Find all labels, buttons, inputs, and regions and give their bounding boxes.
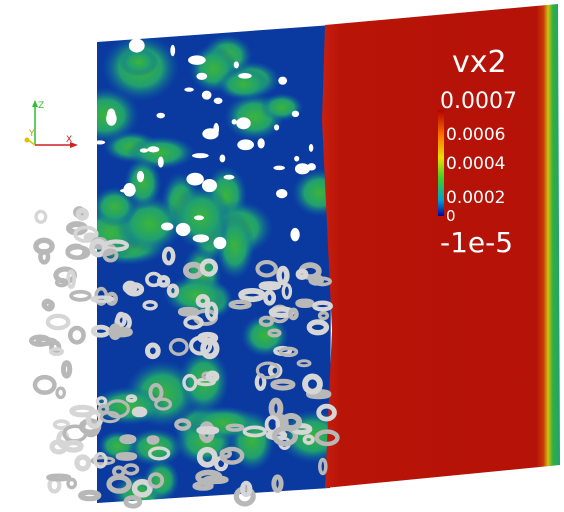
hole bbox=[234, 61, 239, 68]
legend-label: 0.0002 bbox=[446, 188, 505, 208]
grain bbox=[149, 438, 157, 442]
grain bbox=[71, 292, 90, 300]
grain bbox=[35, 377, 54, 392]
grain bbox=[63, 363, 69, 376]
hole bbox=[129, 39, 145, 53]
grain bbox=[70, 328, 83, 342]
hole bbox=[161, 223, 173, 231]
hole bbox=[273, 166, 285, 171]
hole bbox=[295, 163, 310, 174]
grain bbox=[48, 316, 68, 328]
grain bbox=[122, 437, 134, 441]
green-patch bbox=[72, 87, 139, 143]
grain bbox=[36, 211, 46, 222]
hole bbox=[237, 139, 254, 150]
hole bbox=[123, 183, 135, 197]
grain bbox=[261, 284, 278, 288]
hole bbox=[214, 98, 223, 104]
hole bbox=[147, 146, 159, 152]
x-label: X bbox=[66, 135, 72, 145]
legend-title: vx2 bbox=[452, 45, 507, 80]
hole bbox=[202, 91, 212, 100]
legend-label: -1e-5 bbox=[440, 226, 513, 259]
hole bbox=[309, 144, 313, 152]
hole bbox=[156, 113, 164, 119]
hole bbox=[193, 234, 209, 242]
hole bbox=[224, 175, 235, 180]
hole bbox=[188, 55, 206, 65]
hole bbox=[194, 215, 204, 220]
hole bbox=[258, 138, 265, 148]
green-patch bbox=[178, 349, 229, 414]
grain bbox=[77, 457, 89, 469]
hole bbox=[202, 179, 217, 192]
hole bbox=[107, 108, 116, 122]
hole bbox=[232, 119, 237, 124]
legend-label: 0.0006 bbox=[446, 125, 505, 145]
grain bbox=[181, 310, 196, 314]
hole bbox=[238, 73, 251, 79]
hole bbox=[276, 189, 287, 198]
hole bbox=[220, 154, 226, 162]
hole bbox=[176, 223, 191, 236]
hole bbox=[186, 173, 203, 186]
legend-label: 0.0007 bbox=[440, 89, 517, 114]
hole bbox=[213, 237, 226, 249]
z-label: Z bbox=[38, 101, 44, 111]
hole bbox=[292, 111, 299, 117]
hole bbox=[158, 157, 164, 168]
grain bbox=[68, 479, 75, 487]
grain bbox=[36, 240, 52, 252]
hole bbox=[307, 163, 316, 170]
hole bbox=[192, 153, 209, 158]
hole bbox=[170, 45, 175, 56]
grain bbox=[298, 301, 312, 305]
y-label: Y bbox=[28, 129, 35, 139]
hole bbox=[137, 171, 144, 182]
grain bbox=[86, 235, 94, 239]
grain bbox=[134, 409, 144, 414]
color-bar bbox=[438, 110, 444, 216]
legend-label: 0 bbox=[446, 207, 456, 225]
grain bbox=[55, 421, 68, 428]
grain bbox=[198, 428, 217, 432]
green-patch bbox=[260, 93, 303, 121]
grain bbox=[48, 476, 69, 480]
legend-label: 0.0004 bbox=[446, 154, 505, 174]
green-patch bbox=[217, 68, 271, 100]
hole bbox=[274, 124, 279, 130]
hole bbox=[290, 228, 299, 241]
grain bbox=[81, 492, 99, 499]
hole bbox=[140, 148, 148, 152]
hole bbox=[278, 77, 287, 85]
hole bbox=[196, 73, 207, 80]
hole bbox=[236, 117, 251, 129]
hole bbox=[184, 87, 193, 91]
hole bbox=[95, 140, 105, 144]
grain bbox=[126, 498, 140, 507]
grain bbox=[118, 454, 135, 458]
hole bbox=[202, 128, 218, 139]
hole bbox=[294, 156, 299, 162]
render-view: vx2 0.0007 0.0006 0.0004 0.0002 0 -1e-5 … bbox=[0, 0, 564, 512]
grain bbox=[66, 443, 81, 451]
grain bbox=[57, 388, 64, 397]
orientation-axes: Z Y X bbox=[25, 100, 79, 148]
